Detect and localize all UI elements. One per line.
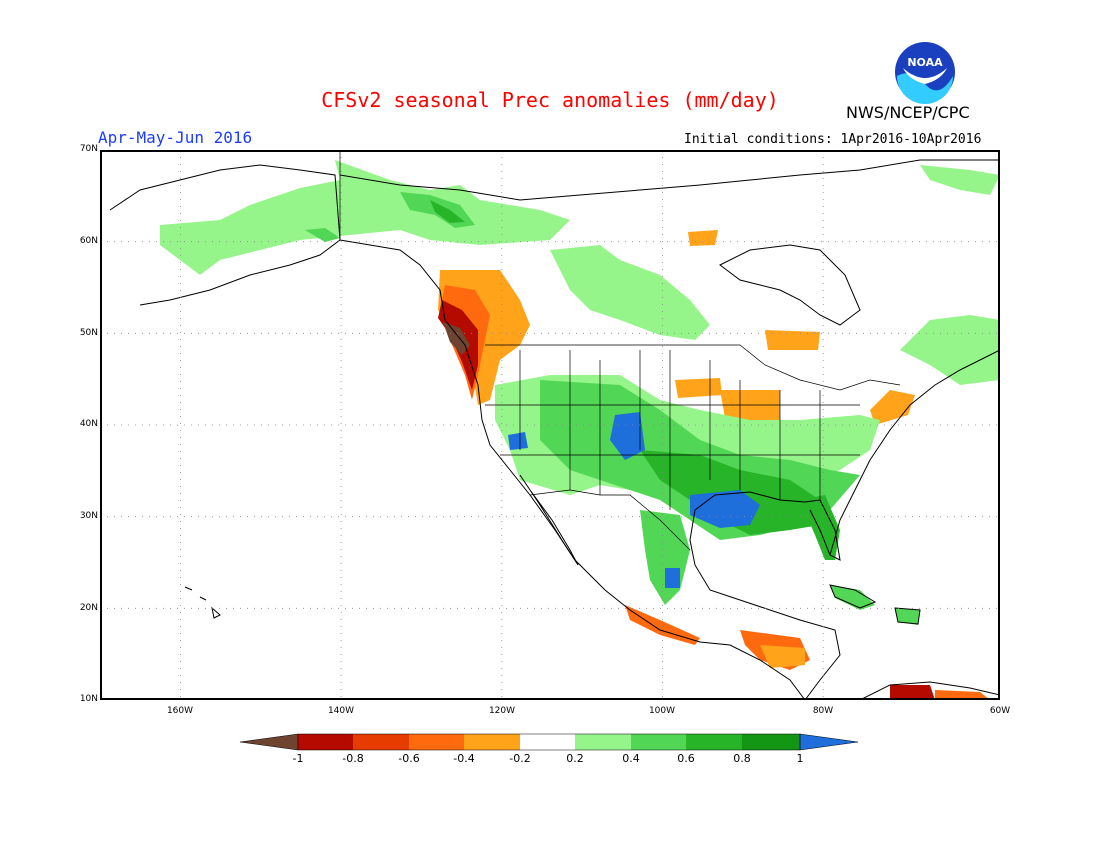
lat-label-40n: 40N [79,419,98,429]
na-west-coast [339,239,806,700]
pnw-driest [443,322,470,355]
us-canada-border [485,344,901,391]
colorbar-arrow-left [240,733,299,751]
lon-label-100w: 100W [648,706,676,716]
political-boundaries [339,150,901,551]
florida-wet [800,495,840,560]
precip-anomaly-map [100,150,1000,700]
hudson-bay-coast [719,244,861,326]
hispaniola-wet [895,608,920,625]
colorbar-tick-1: -1 [292,752,304,765]
colorbar [240,733,859,751]
lat-label-10n: 10N [79,694,98,704]
lat-label-50n: 50N [79,328,98,338]
us-mexico-border [529,489,691,551]
agency-label: NWS/NCEP/CPC [846,103,970,122]
ontario-dry [765,330,820,350]
graticule [100,150,1000,700]
cuba-coast [829,584,877,609]
colorbar-bin-1 [298,734,353,750]
yukon-wet-core2 [430,200,465,223]
baja-coast [519,474,579,566]
alaska-wet-region [160,160,570,275]
colorbar-tick-3: -0.6 [398,752,420,765]
hawaii [184,586,221,619]
colorbar-arrow-right [799,733,859,751]
alaska-coast [109,164,341,306]
lon-label-80w: 80W [812,706,834,716]
colorbar-tick-9: 0.8 [733,752,751,765]
aleutian-wet [305,228,340,242]
hudson-dry [688,230,718,246]
hispaniola-coast [894,607,921,625]
colorbar-bin-8 [686,734,742,750]
colorbar-bin-6 [575,734,631,750]
colorbar-tick-7: 0.4 [622,752,640,765]
dakotas-dry [675,378,722,398]
lat-label-60n: 60N [79,236,98,246]
venezuela-dry2 [935,690,990,700]
east-coast [829,349,1000,556]
c-america-dry2 [760,645,805,668]
canada-arctic-coast [339,159,1000,201]
chart-title: CFSv2 seasonal Prec anomalies (mm/day) [321,88,779,112]
colorbar-bin-2 [353,734,409,750]
noaa-logo-text: NOAA [907,56,943,69]
lon-label-160w: 160W [166,706,194,716]
lat-label-20n: 20N [79,603,98,613]
mexico-wettest [665,568,680,588]
colorbar-tick-6: 0.2 [566,752,584,765]
colorbar-bin-4 [464,734,520,750]
n-canada-wet [920,165,1000,195]
colorbar-tick-10: 1 [796,752,804,765]
mexico-wet [640,510,690,605]
gulf-coast-wettest [690,490,760,528]
initial-conditions-label: Initial conditions: 1Apr2016-10Apr2016 [684,132,982,147]
colorbar-bin-7 [631,734,686,750]
s-america-coast [859,681,1000,700]
colorbar-tick-5: -0.2 [509,752,531,765]
s-mexico-dry [625,605,700,645]
rockies-wettest [610,412,645,460]
colorbar-tick-8: 0.6 [677,752,695,765]
w-canada-wet [550,245,710,340]
colorbar-bin-9 [742,734,800,750]
colorbar-tick-4: -0.4 [453,752,475,765]
colorbar-bin-3 [409,734,464,750]
lat-label-30n: 30N [79,511,98,521]
anomaly-shading [160,160,1000,700]
us-states-grid [485,350,860,510]
map-border [100,150,1000,700]
period-label: Apr-May-Jun 2016 [98,128,253,147]
great-basin-wettest [508,432,528,450]
colorbar-bin-5 [520,734,575,750]
midatlantic-dry [870,390,915,425]
lon-label-140w: 140W [327,706,355,716]
venezuela-dry [890,685,935,700]
noaa-logo-icon: NOAA [895,42,955,104]
lon-label-120w: 120W [488,706,516,716]
lon-label-60w: 60W [989,706,1011,716]
labrador-wet [900,315,1000,385]
cuba-wet [830,585,875,610]
colorbar-tick-2: -0.8 [342,752,364,765]
lat-label-70n: 70N [79,144,98,154]
